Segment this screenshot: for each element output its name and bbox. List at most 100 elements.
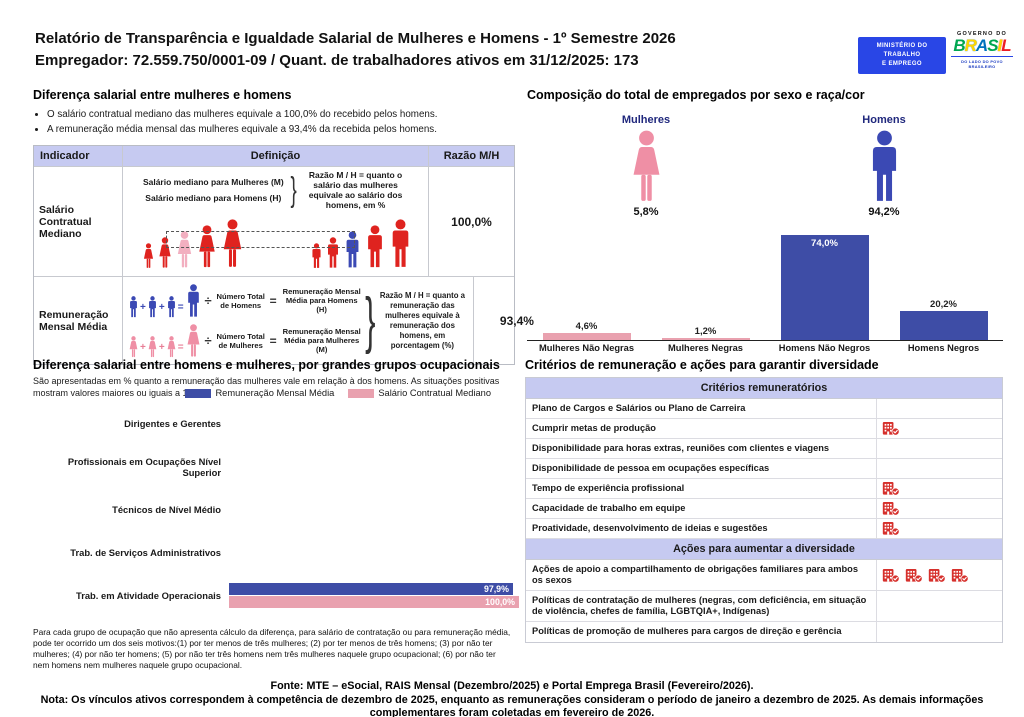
occupational-row: Técnicos de Nível Médio bbox=[33, 488, 519, 531]
col-definicao: Definição bbox=[122, 146, 428, 166]
race-bar-value: 1,2% bbox=[694, 326, 717, 338]
occupational-row-label: Profissionais em Ocupações Nível Superio… bbox=[67, 455, 221, 478]
equals-sign: = bbox=[177, 301, 184, 313]
equals-sign: = bbox=[269, 333, 277, 348]
criteria-row: Capacidade de trabalho em equipe bbox=[526, 499, 1002, 519]
gov-logo-brasil: BRASIL bbox=[953, 36, 1011, 55]
race-bar-value: 74,0% bbox=[811, 237, 838, 249]
report-subtitle: Empregador: 72.559.750/0001-09 / Quant. … bbox=[35, 52, 639, 69]
occupational-chart: Dirigentes e Gerentes Profissionais em Oc… bbox=[33, 402, 519, 617]
criteria-label: Tempo de experiência profissional bbox=[532, 483, 685, 493]
criteria-check-cell bbox=[876, 560, 1002, 590]
divide-sign: ÷ bbox=[204, 293, 212, 308]
table-row: Salário Contratual Mediano Salário media… bbox=[34, 166, 514, 276]
criteria-section: Critérios de remuneração e ações para ga… bbox=[525, 358, 1003, 643]
woman-icon bbox=[628, 130, 665, 204]
ratio-definition-note: Razão M / H = quanto o salário das mulhe… bbox=[308, 170, 403, 210]
pay-gap-bullet: O salário contratual mediano das mulhere… bbox=[47, 107, 515, 122]
ministry-labor-logo: MINISTÉRIO DO TRABALHO E EMPREGO bbox=[858, 37, 946, 74]
woman-large-icon bbox=[185, 324, 202, 358]
company-check-icon bbox=[882, 568, 900, 583]
man-icon bbox=[147, 296, 158, 318]
occupational-row: Trab. de Serviços Administrativos bbox=[33, 531, 519, 574]
occupational-subtitle: São apresentadas em % quanto a remuneraç… bbox=[33, 376, 500, 398]
occupational-row-label: Trab. em Atividade Operacionais bbox=[75, 590, 221, 601]
median-men-line: Salário mediano para Homens (H) bbox=[145, 193, 282, 203]
plus-sign: + bbox=[140, 301, 146, 313]
occupational-row: Trab. em Atividade Operacionais 97,9% 100,… bbox=[33, 574, 519, 617]
criteria-row: Políticas de contratação de mulheres (ne… bbox=[526, 591, 1002, 622]
criteria-label: Políticas de promoção de mulheres para c… bbox=[532, 626, 842, 636]
men-percent: 94,2% bbox=[868, 206, 900, 218]
mensal-media-bar: 97,9% bbox=[229, 583, 513, 595]
criteria-check-cell bbox=[876, 591, 1002, 621]
race-bar: 74,0% bbox=[780, 234, 869, 340]
criteria-label: Ações de apoio a compartilhamento de obr… bbox=[532, 564, 859, 585]
occupational-section: Diferença salarial entre homens e mulher… bbox=[33, 358, 519, 671]
man-icon bbox=[128, 296, 139, 318]
occupational-title: Diferença salarial entre homens e mulher… bbox=[33, 358, 500, 372]
legend-swatch bbox=[348, 388, 375, 398]
sex-composition: Mulheres 5,8% Homens 94,2% bbox=[527, 114, 1003, 218]
women-percent: 5,8% bbox=[633, 206, 659, 218]
pay-gap-title: Diferença salarial entre mulheres e home… bbox=[33, 88, 292, 102]
pay-gap-bullet: A remuneração média mensal das mulheres … bbox=[47, 122, 515, 137]
race-bar bbox=[542, 333, 631, 340]
company-check-icon bbox=[882, 481, 900, 496]
criteria-check-cell bbox=[876, 479, 1002, 498]
company-check-icon bbox=[951, 568, 969, 583]
criteria-check-cell bbox=[876, 399, 1002, 418]
page-footer: Fonte: MTE – eSocial, RAIS Mensal (Dezem… bbox=[12, 680, 1012, 717]
race-chart-axis bbox=[527, 340, 1003, 341]
criteria-check-cell bbox=[876, 519, 1002, 538]
man-icon bbox=[166, 296, 177, 318]
median-pictogram bbox=[128, 210, 423, 273]
ratio-value: 100,0% bbox=[428, 167, 514, 276]
contratual-mediano-bar: 100,0% bbox=[229, 596, 519, 608]
legend-item: Remuneração Mensal Média bbox=[185, 388, 334, 398]
race-bar-value: 20,2% bbox=[930, 299, 957, 311]
col-razao: Razão M/H bbox=[428, 146, 514, 166]
criteria-label: Capacidade de trabalho em equipe bbox=[532, 503, 686, 513]
criteria-check-cell bbox=[876, 499, 1002, 518]
men-composition: Homens 94,2% bbox=[799, 114, 969, 218]
equals-sign: = bbox=[177, 341, 184, 353]
men-label: Homens bbox=[862, 114, 906, 126]
criteria-row: Cumprir metas de produção bbox=[526, 419, 1002, 439]
legend-item: Salário Contratual Mediano bbox=[348, 388, 491, 398]
median-dashed-box bbox=[166, 231, 356, 248]
criteria-label: Disponibilidade de pessoa em ocupações e… bbox=[532, 463, 770, 473]
man-icon bbox=[388, 219, 413, 269]
gov-brasil-logo: GOVERNO DO BRASIL DO LADO DO POVO BRASIL… bbox=[951, 31, 1013, 69]
women-label: Mulheres bbox=[621, 114, 671, 126]
occupational-row: Dirigentes e Gerentes bbox=[33, 402, 519, 445]
company-check-icon bbox=[882, 501, 900, 516]
occupational-row-label: Dirigentes e Gerentes bbox=[124, 418, 221, 429]
brace-glyph: } bbox=[364, 285, 376, 355]
man-icon bbox=[364, 225, 386, 269]
women-divisor: Número Total de Mulheres bbox=[216, 331, 265, 350]
occupational-row: Profissionais em Ocupações Nível Superio… bbox=[33, 445, 519, 488]
criteria-check-cell bbox=[876, 459, 1002, 478]
criteria-label: Cumprir metas de produção bbox=[532, 423, 656, 433]
report-header: Relatório de Transparência e Igualdade S… bbox=[35, 28, 676, 72]
col-indicador: Indicador bbox=[40, 150, 90, 162]
legend-label: Remuneração Mensal Média bbox=[215, 388, 335, 398]
occupational-footnote: Para cada grupo de ocupação que não apre… bbox=[33, 627, 511, 670]
race-bar-group: 1,2% bbox=[652, 326, 760, 340]
footer-nota: Nota: Os vínculos ativos correspondem à … bbox=[40, 693, 984, 717]
criteria-check-cell bbox=[876, 419, 1002, 438]
women-composition: Mulheres 5,8% bbox=[561, 114, 731, 218]
median-women-line: Salário mediano para Mulheres (M) bbox=[142, 177, 284, 187]
occupational-legend: Remuneração Mensal Média Salário Contratu… bbox=[33, 388, 519, 398]
race-chart-labels: Mulheres Não Negras Mulheres Negras Homens… bbox=[527, 343, 1003, 353]
criteria-table: Critérios remuneratórios Plano de Cargos … bbox=[525, 377, 1003, 643]
race-category-label: Mulheres Não Negras bbox=[538, 343, 635, 353]
occupational-row-label: Trab. de Serviços Administrativos bbox=[70, 547, 221, 558]
criteria-section-header: Ações para aumentar a diversidade bbox=[526, 539, 1002, 560]
race-bar-value: 4,6% bbox=[575, 321, 598, 333]
criteria-row: Proatividade, desenvolvimento de ideias … bbox=[526, 519, 1002, 539]
company-check-icon bbox=[882, 521, 900, 536]
race-category-label: Mulheres Negras bbox=[668, 343, 743, 353]
ratio-definition-note: Razão M / H = quanto a remuneração das m… bbox=[379, 290, 465, 350]
